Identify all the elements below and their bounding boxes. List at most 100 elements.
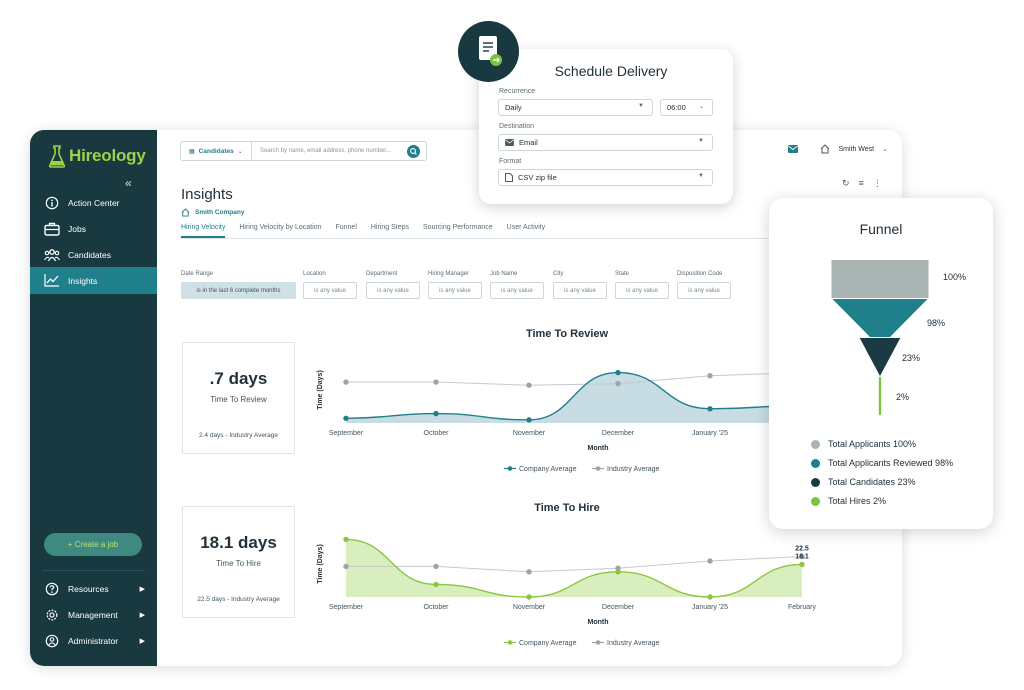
tab-hiring-steps[interactable]: Hiring Steps: [370, 224, 410, 231]
filter-value[interactable]: is any value: [553, 282, 607, 299]
filter-value[interactable]: is any value: [428, 282, 482, 299]
filter-job-name: Job Name is any value: [490, 271, 544, 299]
industry-average-point: [526, 382, 532, 388]
create-job-button[interactable]: + Create a job: [44, 533, 142, 556]
filter-disposition-code: Disposition Code is any value: [677, 271, 731, 299]
y-axis-label: Time (Days): [317, 544, 324, 584]
home-icon: [181, 208, 190, 217]
company-breadcrumb[interactable]: Smith Company: [181, 208, 244, 217]
filter-label: Date Range: [181, 271, 214, 277]
search-button[interactable]: [407, 145, 420, 158]
funnel-pct-label: 2%: [896, 392, 910, 402]
legend-label: Total Candidates 23%: [828, 477, 916, 487]
industry-average-point: [707, 373, 713, 379]
x-tick-label: September: [329, 430, 364, 437]
dialog-title: Schedule Delivery: [554, 63, 668, 79]
chart-time-to-review: Time To Review Time (Days) September Octobe…: [317, 328, 817, 473]
filter-value[interactable]: is any value: [490, 282, 544, 299]
schedule-badge: [458, 21, 519, 82]
company-average-point: [526, 417, 532, 423]
destination-select[interactable]: Email ▼: [498, 134, 713, 151]
legend-dot: [811, 477, 820, 487]
mail-icon[interactable]: [788, 145, 799, 153]
industry-average-point: [433, 563, 439, 570]
tab-hiring-velocity[interactable]: Hiring Velocity: [181, 224, 226, 238]
company-average-point: [343, 536, 349, 543]
x-tick-label: January '25: [692, 430, 728, 437]
legend-company-label: Company Average: [519, 640, 577, 647]
sidebar-item-jobs[interactable]: Jobs: [30, 216, 157, 242]
tab-sourcing-performance[interactable]: Sourcing Performance: [423, 224, 493, 231]
sidebar-item-administrator[interactable]: Administrator ▶: [30, 628, 157, 654]
briefcase-icon: [44, 222, 60, 236]
more-icon[interactable]: ⋮: [872, 178, 882, 188]
filter-value[interactable]: is in the last 6 complete months: [181, 282, 296, 299]
company-average-point: [707, 406, 713, 412]
x-axis-label: Month: [588, 619, 609, 626]
stat-label: Time To Review: [210, 395, 267, 404]
sidebar-item-insights[interactable]: Insights: [30, 267, 157, 294]
funnel-legend-item: Total Candidates 23%: [811, 477, 916, 487]
industry-average-point: [799, 553, 805, 560]
filter-value[interactable]: is any value: [677, 282, 731, 299]
sidebar-item-action-center[interactable]: Action Center: [30, 190, 157, 216]
filter-label: Hiring Manager: [428, 271, 470, 277]
tab-user-activity[interactable]: User Activity: [506, 224, 546, 231]
company-average-point: [343, 415, 349, 421]
funnel-pct-label: 100%: [943, 272, 967, 282]
gear-icon: [46, 609, 58, 621]
filter-label: State: [615, 271, 630, 277]
industry-average-point: [343, 379, 349, 385]
industry-average-point: [343, 563, 349, 570]
legend-label: Total Applicants 100%: [828, 439, 917, 449]
filter-city: City is any value: [553, 271, 607, 299]
time-select[interactable]: 06:00 ⌄: [660, 99, 713, 116]
funnel-legend-item: Total Applicants 100%: [811, 439, 916, 449]
stat-card-time-to-review: .7 days Time To Review 2.4 days - Indust…: [182, 342, 295, 454]
company-average-point: [433, 581, 439, 588]
format-select[interactable]: CSV zip file ▼: [498, 169, 713, 186]
chart-title: Time To Hire: [534, 502, 600, 514]
logo[interactable]: Hireology: [48, 144, 146, 168]
recurrence-select[interactable]: Daily ▼: [498, 99, 653, 116]
funnel-pct-label: 23%: [902, 353, 921, 363]
sidebar-item-management[interactable]: Management ▶: [30, 602, 157, 628]
tab-hiring-velocity-by-location[interactable]: Hiring Velocity by Location: [239, 224, 322, 231]
schedule-delivery-dialog: Schedule Delivery Recurrence Daily ▼ 06:…: [479, 49, 733, 204]
legend-dot: [811, 439, 820, 449]
chevron-down-icon[interactable]: ⌄: [882, 146, 888, 153]
chevron-down-icon: ⌄: [237, 148, 243, 155]
destination-value: Email: [519, 138, 538, 147]
filter-value[interactable]: is any value: [615, 282, 669, 299]
sidebar-item-candidates[interactable]: Candidates: [30, 242, 157, 268]
x-tick-label: February: [788, 604, 817, 611]
company-name: Smith Company: [195, 209, 245, 216]
filter-state: State is any value: [615, 271, 669, 299]
x-tick-label: December: [602, 430, 635, 437]
caret-right-icon: ▶: [139, 612, 145, 619]
collapse-sidebar-icon[interactable]: «: [125, 176, 132, 190]
legend-industry-label: Industry Average: [607, 466, 660, 473]
tab-funnel[interactable]: Funnel: [335, 224, 357, 231]
filter-value[interactable]: is any value: [366, 282, 420, 299]
page-title: Insights: [181, 186, 233, 203]
chart-time-to-hire: Time To Hire Time (Days) September October N…: [317, 502, 817, 647]
refresh-icon[interactable]: ↻: [842, 178, 850, 188]
company-average-point: [433, 410, 439, 417]
company-average-point: [615, 569, 621, 575]
search-input[interactable]: Search by name, email address, phone num…: [252, 141, 427, 161]
sidebar-item-resources[interactable]: Resources ▶: [30, 576, 157, 602]
x-tick-label: October: [424, 430, 450, 437]
stat-industry-average: 2.4 days - Industry Average: [198, 432, 278, 439]
filter-label: Location: [303, 271, 326, 277]
legend-company-label: Company Average: [519, 466, 577, 473]
legend-industry-dot: [595, 466, 601, 471]
filter-icon[interactable]: ≡: [858, 178, 864, 188]
location-switcher[interactable]: Smith West: [838, 145, 875, 153]
filter-value[interactable]: is any value: [303, 282, 357, 299]
legend-company-dot: [507, 466, 513, 471]
grid-icon: ▦: [189, 148, 195, 155]
info-icon: [45, 196, 59, 210]
top-right-controls: Smith West ⌄: [788, 144, 888, 154]
search-scope-select[interactable]: ▦ Candidates ⌄: [180, 141, 252, 161]
